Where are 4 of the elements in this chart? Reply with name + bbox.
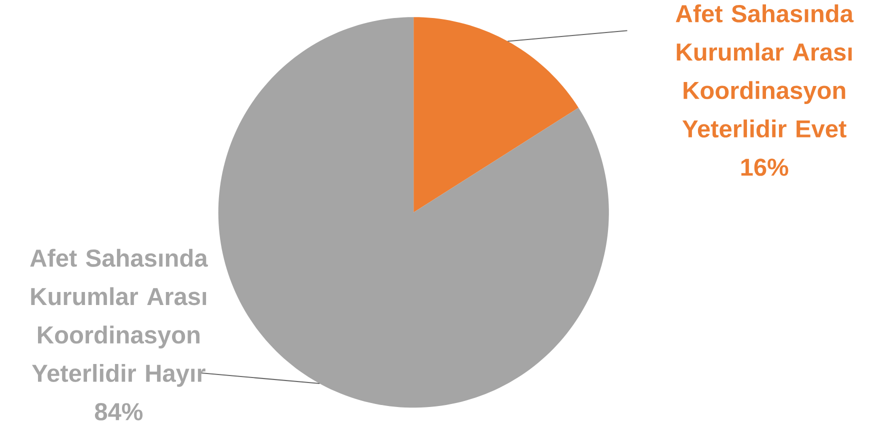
slice-label: Afet Sahasında Kurumlar Arası Koordinasyon Yeterlidir Hayır xyxy=(30,248,208,387)
slice-label: Afet Sahasında Kurumlar Arası Koordinasyon Yeterlidir Evet xyxy=(676,4,854,138)
data-label: 16% xyxy=(741,158,788,176)
data-label: 84% xyxy=(94,403,143,420)
